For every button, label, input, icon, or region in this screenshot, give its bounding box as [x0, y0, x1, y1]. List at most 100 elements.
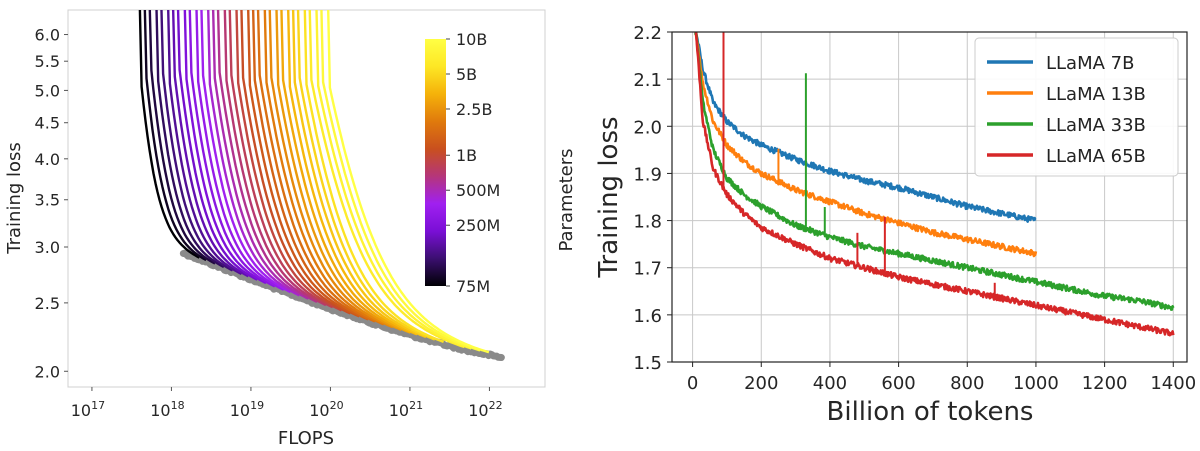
left-y-tick-label: 4.5: [35, 114, 60, 133]
left-y-tick-label: 4.0: [35, 150, 60, 169]
model-curve: [211, 10, 309, 300]
colorbar-ticks: 10B 5B 2.5B 1B 500M 250M 75M: [446, 30, 500, 296]
left-y-tick-label: 2.0: [35, 362, 60, 381]
model-curve: [291, 10, 427, 339]
model-curve: [308, 10, 465, 349]
right-x-tick-label: 800: [950, 373, 984, 394]
right-y-tick-label: 1.8: [633, 212, 662, 233]
right-x-tick-label: 1200: [1082, 373, 1128, 394]
series-line: [694, 32, 1037, 223]
right-y-tick-label: 1.7: [633, 259, 662, 280]
model-curve: [315, 10, 472, 350]
colorbar-tick-label: 250M: [456, 216, 500, 235]
right-y-ticks: 1.5 1.6 1.7 1.8 1.9 2.0 2.1 2.2: [633, 23, 672, 374]
left-x-tick-label: 1018: [150, 399, 184, 420]
right-x-tick-label: 1400: [1150, 373, 1196, 394]
right-y-axis-label: Training loss: [594, 116, 624, 278]
right-x-tick-label: 1000: [1013, 373, 1059, 394]
colorbar-tick-label: 500M: [456, 181, 500, 200]
left-chart: 1017 1018 1019 1020 1021 1022 2.0 2.5 3.0 3.5 4.0…: [4, 9, 577, 449]
model-curve: [287, 10, 418, 336]
left-y-tick-label: 6.0: [35, 26, 60, 45]
series-line: [694, 32, 1038, 258]
right-x-tick-label: 400: [813, 373, 847, 394]
left-x-axis-label: FLOPS: [278, 428, 334, 449]
right-x-tick-label: 0: [687, 373, 698, 394]
left-y-ticks: 2.0 2.5 3.0 3.5 4.0 4.5 5.0 5.5 6.0: [35, 26, 68, 381]
model-curve: [167, 10, 243, 275]
left-x-tick-label: 1021: [389, 399, 423, 420]
right-y-tick-label: 1.6: [633, 306, 662, 327]
colorbar-tick-label: 1B: [456, 146, 477, 165]
left-x-tick-label: 1022: [468, 399, 502, 420]
left-frontier: [179, 249, 505, 362]
left-curves: [138, 10, 490, 354]
model-curve: [138, 10, 200, 259]
right-y-tick-label: 1.5: [633, 353, 662, 374]
right-y-tick-label: 2.1: [633, 70, 662, 91]
right-y-tick-label: 2.0: [633, 117, 662, 138]
model-curve: [207, 10, 300, 297]
model-curve: [263, 10, 385, 326]
right-x-tick-label: 600: [881, 373, 915, 394]
model-curve: [155, 10, 225, 269]
model-curve: [216, 10, 318, 303]
model-curve: [247, 10, 360, 318]
colorbar: [425, 39, 446, 286]
legend-label: LLaMA 33B: [1046, 115, 1146, 136]
model-curve: [148, 10, 216, 265]
legend-label: LLaMA 7B: [1046, 53, 1134, 74]
left-x-tick-label: 1017: [71, 399, 105, 420]
model-curve: [195, 10, 285, 291]
series-line: [694, 32, 1175, 311]
left-x-tick-label: 1020: [309, 399, 343, 420]
model-curve: [183, 10, 267, 285]
model-curve: [171, 10, 249, 278]
legend-box: [974, 37, 1179, 177]
legend: LLaMA 7B LLaMA 13B LLaMA 33B LLaMA 65B: [974, 37, 1179, 177]
left-y-tick-label: 3.5: [35, 191, 60, 210]
frontier-band: [179, 249, 505, 362]
right-y-tick-label: 2.2: [633, 23, 662, 44]
colorbar-tick-label: 10B: [456, 30, 487, 49]
model-curve: [200, 10, 292, 294]
model-curve: [160, 10, 234, 272]
model-curve: [223, 10, 327, 307]
colorbar-tick-label: 75M: [456, 277, 490, 296]
model-curve: [251, 10, 369, 321]
model-curve: [320, 10, 481, 352]
model-curve: [235, 10, 343, 312]
model-curve: [275, 10, 402, 332]
right-x-tick-label: 200: [744, 373, 778, 394]
left-y-tick-label: 2.5: [35, 294, 60, 313]
legend-label: LLaMA 13B: [1046, 84, 1146, 105]
left-x-tick-label: 1019: [230, 399, 264, 420]
model-curve: [143, 10, 207, 262]
model-curve: [268, 10, 394, 329]
model-curve: [228, 10, 334, 309]
right-x-ticks: 0 200 400 600 800 1000 1200 1400: [687, 362, 1196, 394]
colorbar-tick-label: 5B: [456, 65, 477, 84]
model-curve: [296, 10, 436, 341]
model-curve: [176, 10, 258, 281]
model-curve: [303, 10, 445, 344]
right-x-axis-label: Billion of tokens: [827, 397, 1034, 427]
left-y-axis-label: Training loss: [4, 142, 25, 255]
colorbar-tick-label: 2.5B: [456, 100, 492, 119]
model-curve: [256, 10, 376, 323]
model-curve: [280, 10, 411, 334]
left-y-tick-label: 5.5: [35, 52, 60, 71]
colorbar-label: Parameters: [556, 148, 577, 251]
right-chart: 0 200 400 600 800 1000 1200 1400 1.51.61.71.81.…: [594, 23, 1196, 427]
left-y-tick-label: 5.0: [35, 81, 60, 100]
series-line: [694, 32, 1175, 337]
model-curve: [240, 10, 351, 315]
model-curve: [188, 10, 276, 288]
right-plot-frame: [671, 31, 1188, 363]
left-y-tick-label: 3.0: [35, 238, 60, 257]
right-series: [694, 32, 1175, 337]
left-x-ticks: 1017 1018 1019 1020 1021 1022: [71, 387, 503, 420]
model-curve: [327, 10, 490, 354]
legend-label: LLaMA 65B: [1046, 146, 1146, 167]
